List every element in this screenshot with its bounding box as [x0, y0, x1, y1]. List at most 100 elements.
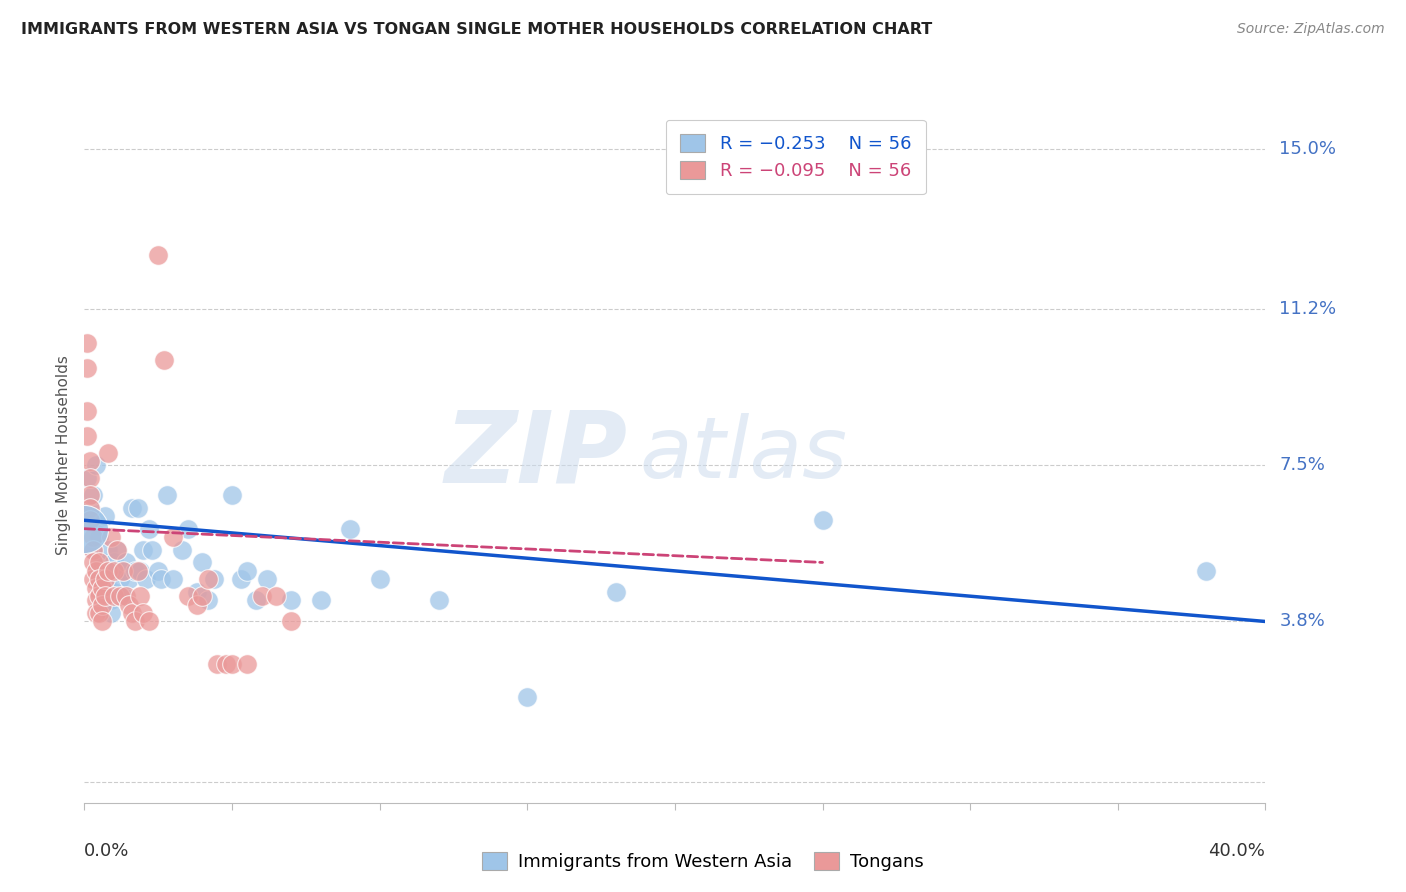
Point: [170, 542, 193, 557]
Point: [202, 572, 225, 586]
Point: [368, 572, 391, 586]
Point: [605, 585, 627, 599]
Point: [111, 564, 134, 578]
Point: [91, 598, 114, 612]
Point: [197, 572, 219, 586]
Point: [82, 572, 104, 586]
Point: [162, 572, 184, 586]
Point: [129, 589, 152, 603]
Point: [87, 556, 111, 570]
Point: [516, 690, 538, 705]
Point: [339, 522, 361, 536]
Point: [82, 488, 104, 502]
Point: [79, 500, 101, 515]
Point: [103, 564, 125, 578]
Point: [118, 572, 141, 586]
Point: [84, 458, 107, 473]
Point: [121, 500, 143, 515]
Point: [97, 572, 120, 586]
Point: [121, 606, 143, 620]
Point: [76, 361, 98, 376]
Point: [111, 564, 134, 578]
Point: [105, 542, 128, 557]
Text: 7.5%: 7.5%: [1279, 457, 1326, 475]
Point: [129, 564, 152, 578]
Point: [76, 336, 98, 351]
Point: [221, 657, 243, 671]
Point: [82, 542, 104, 557]
Point: [87, 589, 111, 603]
Point: [94, 564, 117, 578]
Point: [76, 471, 98, 485]
Point: [245, 593, 267, 607]
Text: atlas: atlas: [640, 413, 848, 497]
Point: [215, 657, 238, 671]
Point: [100, 606, 122, 620]
Point: [91, 572, 114, 586]
Point: [91, 615, 114, 629]
Point: [114, 589, 136, 603]
Point: [186, 598, 208, 612]
Point: [105, 542, 128, 557]
Point: [76, 403, 98, 417]
Point: [280, 615, 302, 629]
Point: [73, 522, 96, 536]
Point: [141, 542, 163, 557]
Legend: Immigrants from Western Asia, Tongans: Immigrants from Western Asia, Tongans: [475, 845, 931, 879]
Point: [427, 593, 450, 607]
Point: [132, 606, 155, 620]
Point: [138, 522, 160, 536]
Text: Source: ZipAtlas.com: Source: ZipAtlas.com: [1237, 22, 1385, 37]
Point: [94, 509, 117, 524]
Point: [84, 513, 107, 527]
Point: [186, 585, 208, 599]
Point: [97, 542, 120, 557]
Y-axis label: Single Mother Households: Single Mother Households: [56, 355, 72, 555]
Point: [79, 513, 101, 527]
Point: [84, 581, 107, 595]
Point: [108, 572, 131, 586]
Point: [79, 500, 101, 515]
Point: [235, 657, 259, 671]
Point: [1195, 564, 1218, 578]
Point: [87, 572, 111, 586]
Point: [97, 564, 120, 578]
Point: [205, 657, 228, 671]
Point: [111, 589, 134, 603]
Point: [94, 589, 117, 603]
Point: [235, 564, 259, 578]
Legend: R = −0.253    N = 56, R = −0.095    N = 56: R = −0.253 N = 56, R = −0.095 N = 56: [665, 120, 925, 194]
Text: IMMIGRANTS FROM WESTERN ASIA VS TONGAN SINGLE MOTHER HOUSEHOLDS CORRELATION CHAR: IMMIGRANTS FROM WESTERN ASIA VS TONGAN S…: [21, 22, 932, 37]
Point: [124, 615, 146, 629]
Text: 40.0%: 40.0%: [1209, 842, 1265, 860]
Point: [162, 530, 184, 544]
Point: [177, 522, 200, 536]
Point: [100, 593, 122, 607]
Point: [156, 488, 179, 502]
Point: [118, 598, 141, 612]
Point: [100, 530, 122, 544]
Point: [103, 585, 125, 599]
Point: [148, 564, 170, 578]
Point: [256, 572, 278, 586]
Text: 3.8%: 3.8%: [1279, 613, 1324, 631]
Point: [191, 589, 214, 603]
Point: [221, 488, 243, 502]
Text: ZIP: ZIP: [444, 407, 627, 503]
Point: [108, 589, 131, 603]
Point: [148, 247, 170, 261]
Point: [309, 593, 332, 607]
Point: [177, 589, 200, 603]
Point: [91, 556, 114, 570]
Point: [280, 593, 302, 607]
Point: [82, 530, 104, 544]
Point: [250, 589, 273, 603]
Point: [153, 353, 176, 368]
Point: [84, 606, 107, 620]
Point: [127, 564, 149, 578]
Point: [79, 454, 101, 468]
Point: [79, 471, 101, 485]
Text: 0.0%: 0.0%: [84, 842, 129, 860]
Point: [94, 572, 117, 586]
Point: [84, 564, 107, 578]
